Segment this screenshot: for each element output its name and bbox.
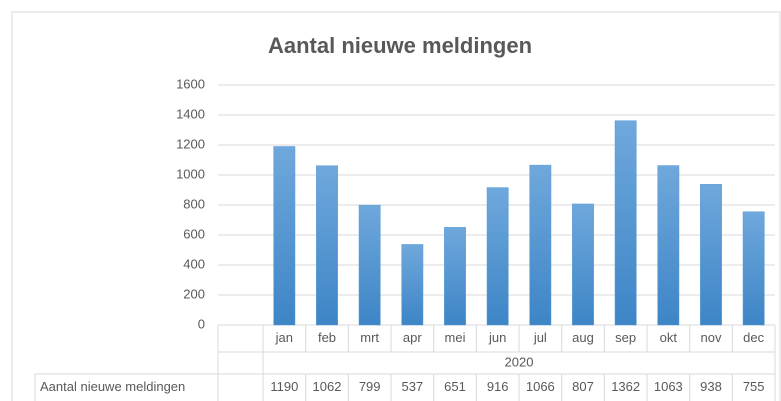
bar	[444, 227, 466, 326]
x-tick-label: feb	[318, 330, 336, 345]
bar	[657, 165, 680, 326]
table-value: 799	[359, 379, 381, 394]
table-value: 938	[700, 379, 722, 394]
x-tick-label: mei	[445, 330, 466, 345]
table-value: 1063	[654, 379, 683, 394]
x-tick-label: jan	[275, 330, 293, 345]
y-tick-label: 600	[183, 226, 205, 241]
bar	[358, 204, 381, 326]
x-tick-label: mrt	[360, 330, 379, 345]
table-value: 916	[487, 379, 509, 394]
x-tick-label: okt	[660, 330, 678, 345]
x-tick-label: jul	[533, 330, 547, 345]
table-value: 1062	[313, 379, 342, 394]
x-tick-label: sep	[615, 330, 636, 345]
bar	[316, 165, 338, 326]
bar	[700, 184, 722, 326]
table-value: 651	[444, 379, 466, 394]
y-tick-label: 1000	[176, 166, 205, 181]
y-tick-label: 1400	[176, 106, 205, 121]
bar	[401, 244, 424, 326]
bar	[572, 203, 594, 326]
table-value: 1066	[526, 379, 555, 394]
table-value: 755	[743, 379, 765, 394]
x-tick-label: apr	[403, 330, 422, 345]
chart-area	[11, 11, 781, 401]
x-tick-label: jun	[488, 330, 506, 345]
y-tick-label: 200	[183, 286, 205, 301]
x-tick-label: nov	[701, 330, 722, 345]
y-tick-label: 1600	[176, 76, 205, 91]
group-label: 2020	[505, 354, 534, 369]
y-tick-label: 400	[183, 256, 205, 271]
table-value: 1362	[611, 379, 640, 394]
series-name: Aantal nieuwe meldingen	[40, 379, 185, 394]
table-value: 1190	[270, 379, 298, 394]
bar	[486, 187, 509, 326]
chart-title: Aantal nieuwe meldingen	[268, 33, 532, 58]
bar	[273, 146, 296, 326]
y-tick-label: 0	[198, 316, 205, 331]
x-tick-label: aug	[572, 330, 594, 345]
y-tick-label: 800	[183, 196, 205, 211]
bar	[614, 120, 637, 326]
table-value: 807	[572, 379, 594, 394]
table-value: 537	[401, 379, 423, 394]
x-tick-label: dec	[743, 330, 764, 345]
y-tick-label: 1200	[176, 136, 205, 151]
bar	[742, 211, 765, 326]
bar	[529, 164, 552, 326]
